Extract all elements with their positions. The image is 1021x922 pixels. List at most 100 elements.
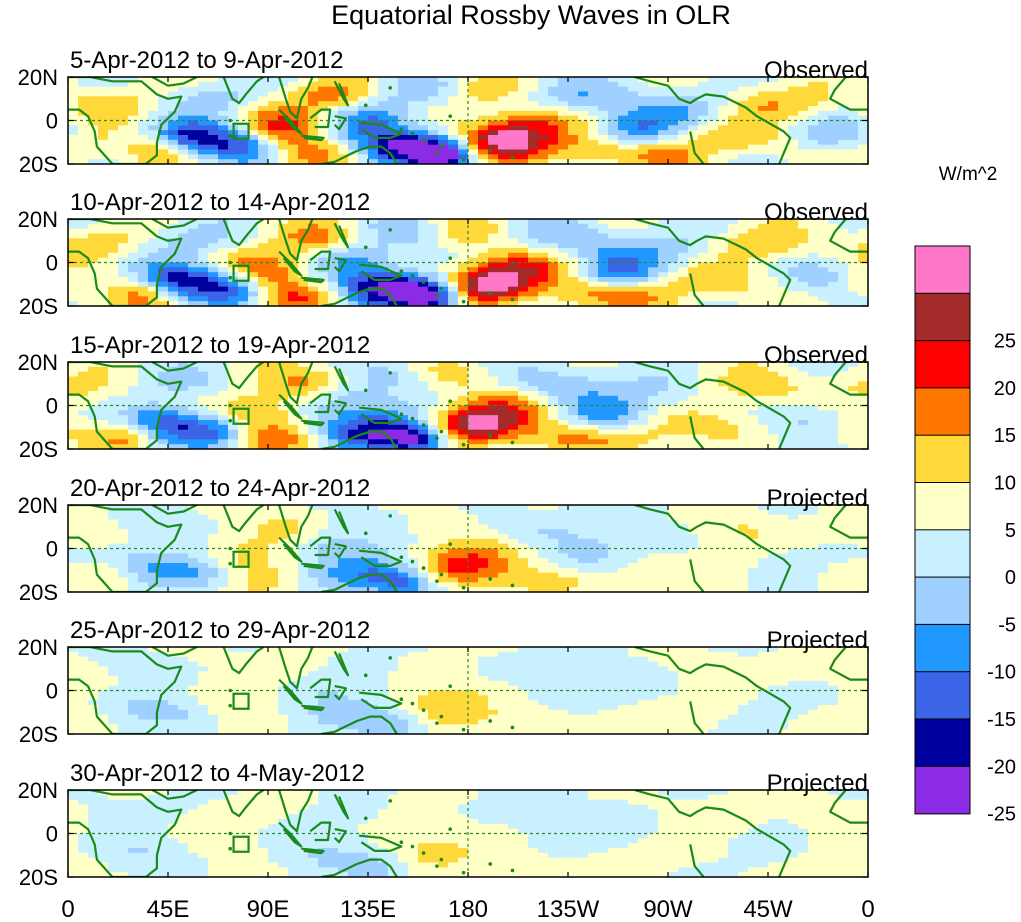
olr-cell (438, 514, 449, 521)
olr-cell (88, 524, 99, 530)
olr-cell (298, 125, 309, 131)
olr-cell (558, 101, 569, 107)
olr-cell (468, 91, 479, 97)
olr-cell (278, 135, 289, 141)
olr-cell (518, 125, 529, 131)
olr-cell (188, 514, 199, 521)
olr-cell (658, 277, 669, 283)
olr-cell (358, 286, 369, 293)
olr-cell (808, 281, 819, 288)
olr-cell (718, 125, 729, 131)
olr-cell (828, 400, 839, 407)
olr-cell (508, 371, 519, 378)
olr-cell (88, 86, 99, 93)
olr-cell (158, 277, 169, 283)
olr-cell (128, 115, 139, 122)
olr-cell (68, 243, 79, 249)
olr-cell (628, 281, 639, 288)
olr-cell (848, 386, 859, 392)
olr-cell (828, 391, 839, 397)
olr-cell (698, 400, 709, 407)
olr-cell (318, 272, 329, 278)
olr-cell (288, 519, 299, 525)
olr-cell (808, 400, 819, 407)
olr-cell (688, 434, 699, 440)
olr-cell (758, 424, 769, 431)
olr-cell (558, 366, 569, 373)
olr-cell (358, 238, 369, 244)
olr-cell (458, 223, 469, 230)
olr-cell (418, 115, 429, 122)
olr-cell (718, 120, 729, 126)
olr-cell (288, 101, 299, 107)
olr-cell (198, 529, 209, 535)
olr-cell (418, 291, 429, 297)
olr-cell (428, 529, 439, 535)
olr-cell (398, 96, 409, 102)
olr-cell (68, 96, 79, 102)
olr-cell (418, 139, 429, 146)
olr-cell (88, 101, 99, 107)
olr-cell (578, 262, 589, 268)
olr-cell (378, 434, 389, 440)
island-marker (461, 299, 466, 304)
olr-cell (328, 514, 339, 521)
olr-cell (198, 286, 209, 293)
olr-cell (268, 296, 279, 302)
olr-cell (508, 415, 519, 421)
olr-cell (108, 223, 119, 230)
olr-cell (548, 509, 559, 516)
olr-cell (328, 420, 339, 426)
olr-cell (268, 386, 279, 392)
olr-cell (148, 386, 159, 392)
olr-cell (538, 101, 549, 107)
olr-cell (678, 371, 689, 378)
olr-cell (788, 262, 799, 268)
olr-cell (148, 529, 159, 535)
olr-cell (548, 115, 559, 122)
olr-cell (428, 281, 439, 288)
olr-cell (348, 125, 359, 131)
olr-cell (368, 410, 379, 416)
olr-cell (298, 272, 309, 278)
olr-cell (748, 524, 759, 530)
olr-cell (738, 106, 749, 112)
olr-cell (478, 415, 489, 421)
olr-cell (708, 219, 719, 225)
olr-cell (738, 424, 749, 431)
olr-cell (438, 434, 449, 440)
olr-cell (808, 248, 819, 254)
olr-cell (528, 125, 539, 131)
olr-cell (378, 223, 389, 230)
olr-cell (448, 509, 459, 516)
olr-cell (638, 262, 649, 268)
olr-cell (298, 139, 309, 146)
olr-cell (358, 233, 369, 239)
olr-cell (638, 519, 649, 525)
olr-cell (858, 386, 868, 392)
olr-cell (738, 524, 749, 530)
olr-cell (68, 434, 79, 440)
olr-cell (528, 386, 539, 392)
olr-cell (688, 77, 699, 83)
olr-cell (188, 509, 199, 516)
olr-cell (108, 277, 119, 283)
olr-cell (568, 262, 579, 268)
olr-cell (528, 277, 539, 283)
olr-cell (318, 81, 329, 88)
olr-cell (738, 228, 749, 235)
olr-cell (408, 509, 419, 516)
olr-cell (438, 376, 449, 382)
olr-cell (738, 371, 749, 378)
olr-cell (768, 286, 779, 293)
olr-cell (758, 223, 769, 230)
olr-cell (248, 386, 259, 392)
olr-cell (178, 296, 189, 302)
olr-cell (778, 228, 789, 235)
olr-cell (538, 248, 549, 254)
olr-cell (678, 219, 689, 225)
olr-cell (108, 110, 119, 117)
olr-cell (218, 381, 229, 387)
olr-cell (618, 514, 629, 521)
olr-cell (508, 281, 519, 288)
